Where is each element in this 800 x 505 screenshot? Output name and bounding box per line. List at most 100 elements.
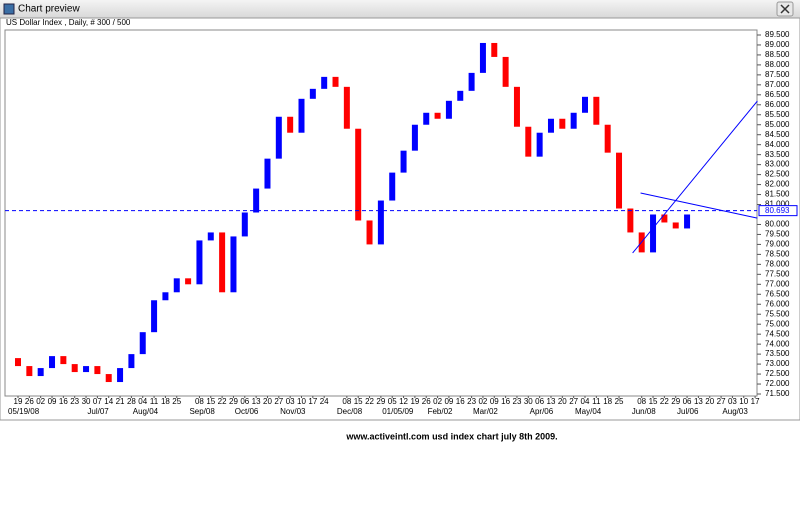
x-tick-label: 11 [592,397,601,406]
trendline [632,100,758,254]
x-tick-label: 08 [637,397,646,406]
y-tick-label: 86.500 [765,90,790,99]
x-tick-label: 22 [218,397,227,406]
y-tick-label: 84.000 [765,140,790,149]
chart-title: US Dollar Index , Daily, # 300 / 500 [6,18,131,27]
x-tick-label: 06 [535,397,544,406]
x-tick-label: 20 [705,397,714,406]
x-tick-label: 26 [422,397,431,406]
y-tick-label: 75.000 [765,319,790,328]
x-tick-label: 02 [433,397,442,406]
title-bar [0,0,800,18]
x-tick-label: 30 [524,397,533,406]
x-period-label: Aug/04 [133,407,159,416]
x-tick-label: 09 [490,397,499,406]
x-tick-label: 09 [48,397,57,406]
candle [15,358,21,367]
y-tick-label: 83.000 [765,160,790,169]
x-tick-label: 16 [501,397,510,406]
x-tick-label: 15 [206,397,215,406]
y-tick-label: 87.500 [765,70,790,79]
x-period-label: Sep/08 [189,407,215,416]
x-period-label: Jun/08 [632,407,657,416]
candle [162,292,169,301]
candle [128,354,135,369]
candle [355,128,362,221]
window-icon [3,3,15,15]
candle [343,86,350,129]
x-tick-label: 12 [399,397,408,406]
y-tick-label: 79.000 [765,240,790,249]
x-tick-label: 23 [70,397,79,406]
candle [71,364,78,373]
candle [525,126,532,157]
x-tick-label: 20 [558,397,567,406]
candle [241,212,248,237]
candle [230,236,237,293]
x-tick-label: 13 [694,397,703,406]
x-tick-label: 18 [161,397,170,406]
window-title: Chart preview [18,4,80,15]
candle [684,214,691,229]
y-tick-label: 81.000 [765,200,790,209]
candle [117,368,124,383]
y-tick-label: 89.500 [765,30,790,39]
y-tick-label: 78.000 [765,259,790,268]
y-tick-label: 81.500 [765,190,790,199]
y-tick-label: 85.500 [765,110,790,119]
y-tick-label: 87.000 [765,80,790,89]
candle [445,100,452,119]
candle [83,366,90,373]
x-tick-label: 29 [229,397,238,406]
candle [105,374,112,383]
candle [491,42,498,57]
candle [672,222,679,229]
x-tick-label: 04 [581,397,590,406]
candle [627,208,634,233]
candle [60,356,67,365]
y-tick-label: 75.500 [765,309,790,318]
x-tick-label: 23 [467,397,476,406]
candle [593,96,600,125]
x-tick-label: 27 [717,397,726,406]
x-period-label: Mar/02 [473,407,498,416]
x-tick-label: 15 [649,397,658,406]
candle [513,86,520,127]
candle [287,116,294,133]
candle [321,76,328,89]
x-tick-label: 19 [14,397,23,406]
candle [423,112,430,125]
x-tick-label: 06 [683,397,692,406]
y-tick-label: 84.500 [765,130,790,139]
candle [332,76,339,87]
y-tick-label: 74.500 [765,329,790,338]
candle [366,220,373,245]
y-tick-label: 71.500 [765,389,790,398]
x-tick-label: 25 [615,397,624,406]
x-tick-label: 23 [513,397,522,406]
x-period-label: Jul/07 [87,407,109,416]
x-tick-label: 11 [150,397,159,406]
y-tick-label: 76.000 [765,299,790,308]
x-tick-label: 27 [274,397,283,406]
x-tick-label: 09 [444,397,453,406]
x-period-label: 01/05/09 [382,407,414,416]
x-tick-label: 19 [410,397,419,406]
candle [661,214,668,223]
y-tick-label: 85.000 [765,120,790,129]
x-tick-label: 05 [388,397,397,406]
x-period-label: Oct/06 [235,407,259,416]
x-tick-label: 13 [547,397,556,406]
x-tick-label: 29 [671,397,680,406]
candle [207,232,214,241]
candle [185,278,192,285]
candle [253,188,260,213]
candle [389,172,396,201]
close-button[interactable] [776,1,794,17]
trendline [640,192,758,219]
chart-panel [0,17,800,421]
x-tick-label: 03 [728,397,737,406]
y-tick-label: 88.000 [765,60,790,69]
y-tick-label: 73.000 [765,359,790,368]
x-tick-label: 10 [739,397,748,406]
